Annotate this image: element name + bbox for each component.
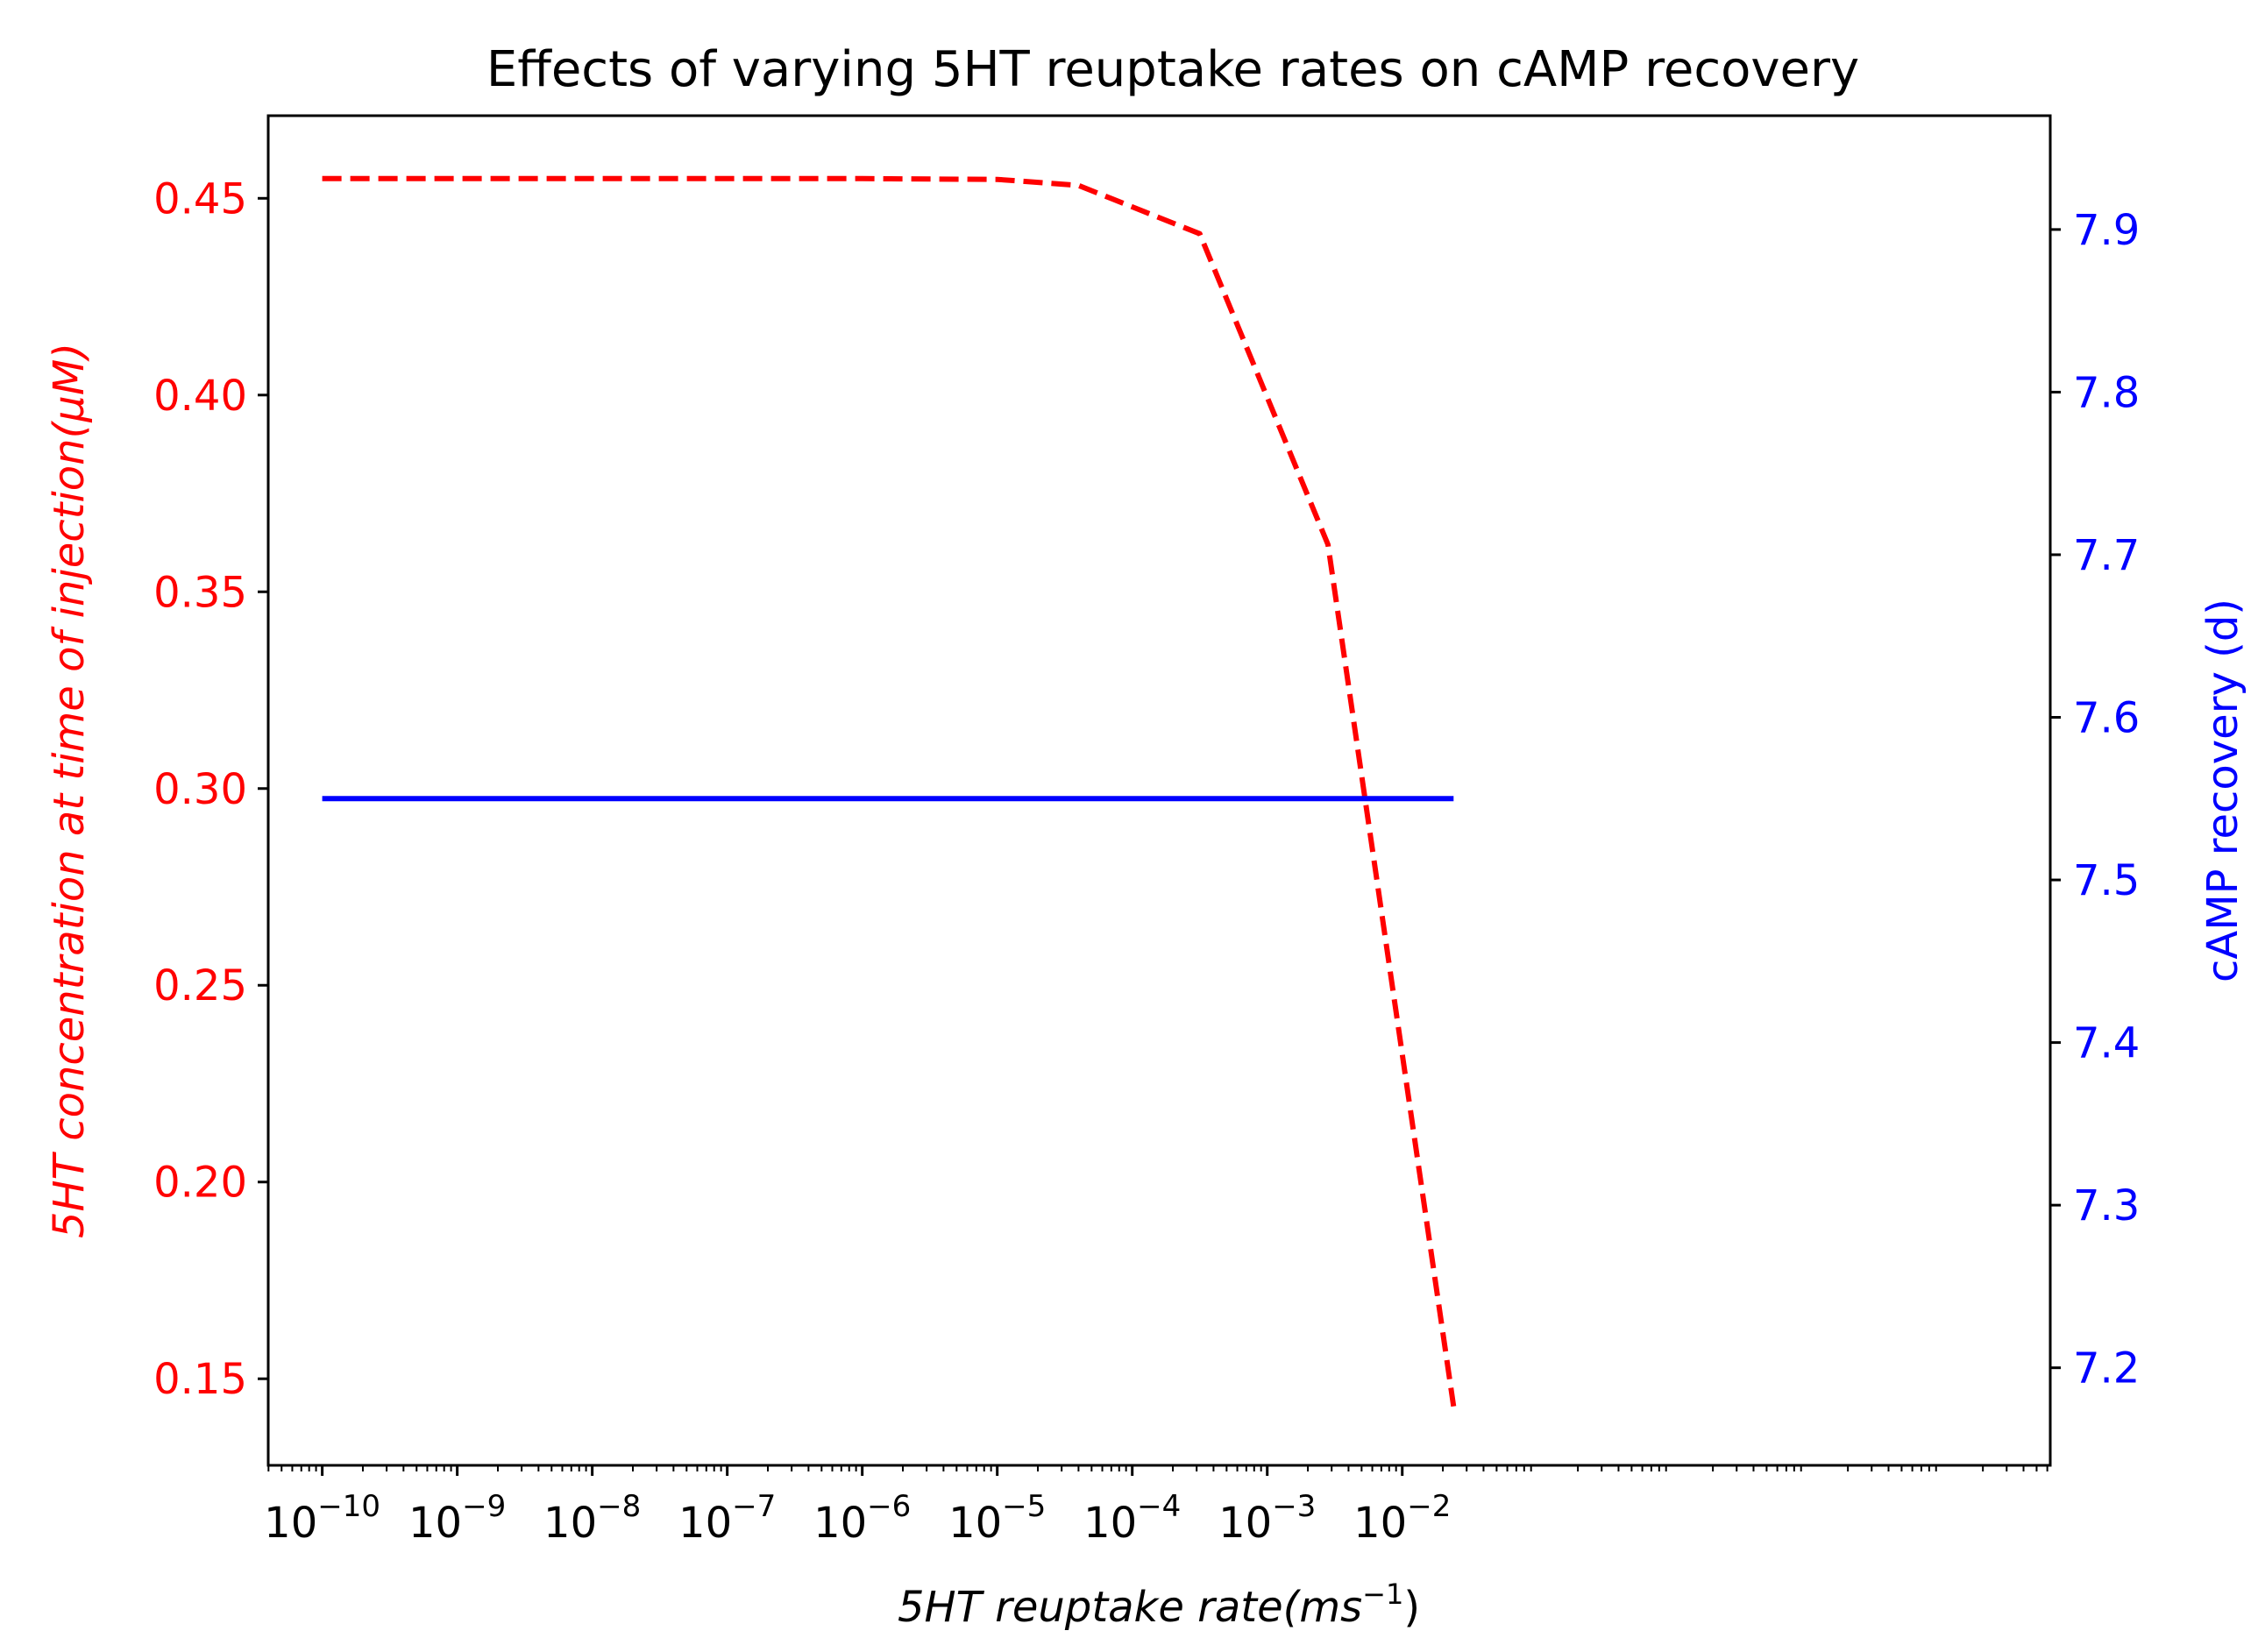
- y-right-tick-label: 7.6: [2073, 694, 2140, 743]
- y-right-axis-label: cAMP recovery (d): [2198, 599, 2247, 982]
- x-tick-exponent: −4: [1137, 1489, 1181, 1524]
- x-tick-base: 10: [678, 1499, 732, 1548]
- y-left-axis-label: 5HT concentration at time of injection(μ…: [45, 343, 94, 1238]
- x-tick-base: 10: [1083, 1499, 1137, 1548]
- x-tick-exponent: −7: [732, 1489, 776, 1524]
- x-axis-label-unit-exp: −1: [1362, 1578, 1403, 1611]
- y-right-tick-label: 7.5: [2073, 856, 2140, 905]
- x-tick-base: 10: [1218, 1499, 1272, 1548]
- x-tick-label: 10−9: [408, 1489, 506, 1548]
- y-left-tick-label: 0.25: [153, 961, 247, 1010]
- x-tick-base: 10: [264, 1499, 317, 1548]
- x-tick-label: 10−7: [678, 1489, 776, 1548]
- y-left-tick-label: 0.45: [153, 174, 247, 223]
- x-tick-exponent: −9: [462, 1489, 506, 1524]
- x-axis-label: 5HT reuptake rate(ms−1): [898, 1578, 1420, 1632]
- x-tick-base: 10: [948, 1499, 1002, 1548]
- y-left-tick-label: 0.30: [153, 765, 247, 814]
- y-right-tick-label: 7.8: [2073, 368, 2140, 417]
- x-tick-label: 10−6: [813, 1489, 911, 1548]
- x-tick-label: 10−10: [264, 1489, 380, 1548]
- x-tick-exponent: −6: [867, 1489, 911, 1524]
- series-line-left: [322, 175, 1457, 1407]
- x-tick-exponent: −10: [317, 1489, 380, 1524]
- x-tick-label: 10−3: [1218, 1489, 1316, 1548]
- x-tick-exponent: −8: [597, 1489, 641, 1524]
- x-tick-label: 10−5: [948, 1489, 1046, 1548]
- x-axis-label-unit-open: (ms: [1283, 1583, 1363, 1632]
- y-left-tick-label: 0.35: [153, 568, 247, 617]
- x-tick-label: 10−2: [1353, 1489, 1451, 1548]
- x-axis-label-main: 5HT reuptake rate: [898, 1583, 1283, 1632]
- plot-frame: [266, 114, 2052, 1467]
- y-right-tick-label: 7.9: [2073, 206, 2140, 255]
- x-tick-label: 10−4: [1083, 1489, 1181, 1548]
- x-axis-label-unit-close: ): [1403, 1583, 1420, 1632]
- y-right-axis-ticks: 7.2 7.3 7.4 7.5 7.6 7.7 7.8 7.9: [2050, 206, 2140, 1393]
- y-right-tick-label: 7.4: [2073, 1019, 2140, 1068]
- y-left-tick-label: 0.20: [153, 1159, 247, 1208]
- series-layer: [322, 175, 1457, 1407]
- x-axis-ticks: 10−10 10−9 10−8 10−7 10−6 10−5 10−4 10−3 10−2: [264, 1465, 1451, 1548]
- y-right-tick-label: 7.2: [2073, 1344, 2140, 1393]
- y-right-tick-label: 7.3: [2073, 1181, 2140, 1230]
- x-tick-exponent: −2: [1407, 1489, 1451, 1524]
- y-left-tick-label: 0.15: [153, 1355, 247, 1404]
- x-tick-base: 10: [543, 1499, 597, 1548]
- x-tick-label: 10−8: [543, 1489, 641, 1548]
- x-tick-exponent: −3: [1272, 1489, 1316, 1524]
- x-tick-base: 10: [813, 1499, 867, 1548]
- x-tick-base: 10: [1353, 1499, 1407, 1548]
- chart-title: Effects of varying 5HT reuptake rates on…: [486, 41, 1859, 98]
- y-left-tick-label: 0.40: [153, 372, 247, 421]
- x-tick-exponent: −5: [1002, 1489, 1046, 1524]
- y-left-axis-ticks: 0.15 0.20 0.25 0.30 0.35 0.40 0.45: [153, 174, 268, 1404]
- x-tick-base: 10: [408, 1499, 462, 1548]
- y-right-tick-label: 7.7: [2073, 531, 2140, 580]
